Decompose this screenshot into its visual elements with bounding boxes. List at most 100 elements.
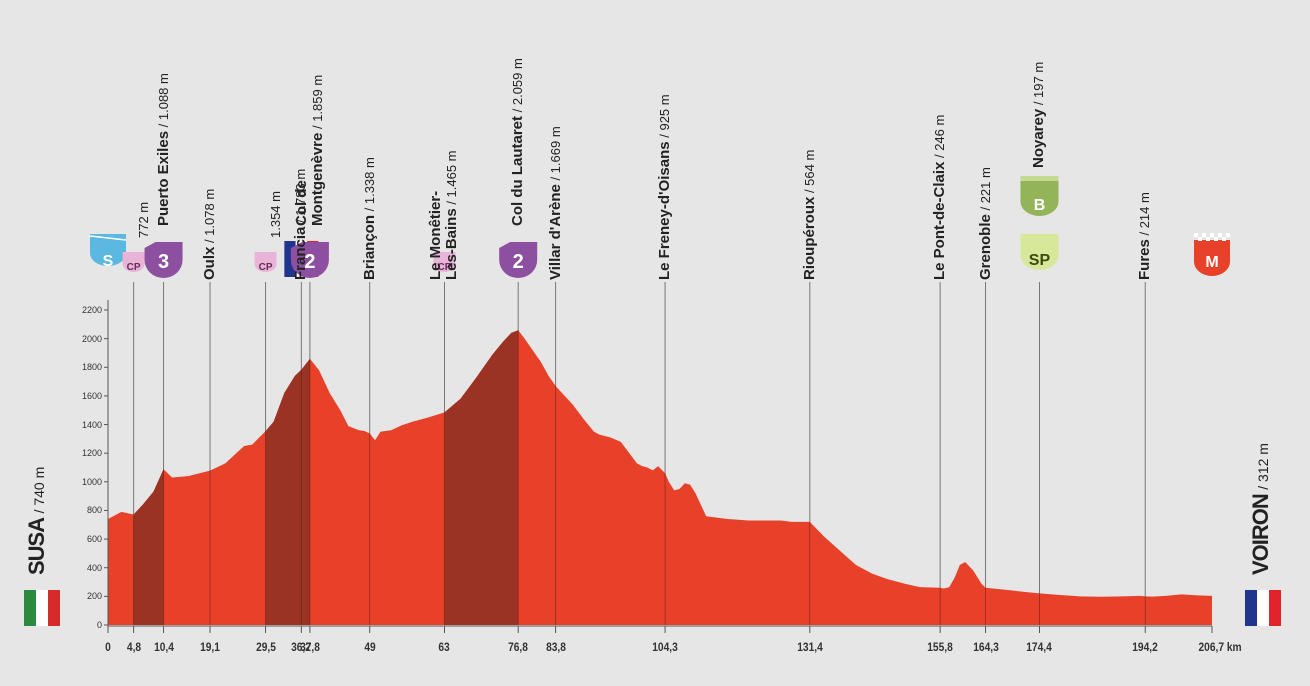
- start-name: SUSA: [24, 517, 49, 575]
- elevation-area: [108, 330, 1212, 625]
- finish-check: [1210, 233, 1214, 237]
- waypoint-elevation: / 1.338 m: [361, 157, 377, 215]
- finish-elevation: / 312 m: [1255, 443, 1271, 490]
- waypoint-elevation: / 1.859 m: [309, 74, 325, 133]
- waypoint-label: Fures / 214 m: [1136, 192, 1154, 280]
- waypoint-name: Grenoble: [976, 214, 994, 280]
- waypoint-name: Puerto Exiles: [154, 130, 172, 226]
- marker-label: CP: [259, 262, 273, 273]
- waypoint-label: Col de Montgenèvre / 1.859 m: [292, 74, 326, 226]
- waypoint-label: Grenoble / 221 m: [976, 167, 994, 280]
- waypoint-label: Le Pont-de-Claix / 246 m: [931, 114, 949, 280]
- waypoint-name: Le Monêtier-: [427, 190, 445, 280]
- waypoint-elevation: / 1.465 m: [444, 150, 460, 209]
- waypoint-name: Col du Lautaret: [509, 115, 527, 226]
- waypoint-name-line2: Montgenèvre: [308, 132, 326, 226]
- finish-check: [1218, 233, 1222, 237]
- marker-label: CP: [438, 262, 452, 273]
- waypoint-elevation: / 246 m: [932, 114, 948, 162]
- climb-marker: [499, 242, 538, 278]
- waypoint-label: Rioupéroux / 564 m: [800, 150, 818, 280]
- country-flags: [24, 590, 1281, 626]
- waypoint-elevation: / 1.078 m: [202, 188, 217, 247]
- y-tick-label: 1400: [81, 419, 102, 430]
- y-tick-label: 1000: [81, 476, 102, 487]
- climb-marker: [144, 242, 183, 278]
- y-tick-label: 1600: [81, 390, 102, 401]
- marker-label: 2: [304, 251, 315, 273]
- profile-area: [108, 330, 1212, 625]
- waypoint-elevation: / 1.669 m: [547, 126, 563, 185]
- flag-stripe: [48, 590, 60, 626]
- marker-label: B: [1034, 197, 1046, 214]
- waypoint-elevation: / 2.059 m: [510, 58, 526, 116]
- flag-stripe: [1245, 590, 1257, 626]
- waypoint-label: Le Monêtier- Les-Bains / 1.465 m: [427, 150, 461, 280]
- marker-label: 2: [513, 251, 524, 273]
- waypoint-name: Briançon: [360, 214, 378, 280]
- climb-segment: [133, 469, 164, 625]
- x-tick-label: 194,2: [1132, 640, 1158, 654]
- y-tick-label: 200: [86, 591, 102, 602]
- elevation-only-label: 772 m: [136, 202, 152, 238]
- markers: S CP 3 CP 2 CP 2 B SP M: [89, 176, 1230, 278]
- waypoint-elevation: / 221 m: [977, 167, 993, 215]
- bonus-marker: [1020, 180, 1059, 217]
- flag-stripe: [284, 241, 296, 277]
- elevation-text: 772 m: [135, 201, 151, 238]
- climb-marker: [290, 242, 329, 278]
- finish-check: [1222, 237, 1226, 241]
- waypoint-label: Col du Lautaret / 2.059 m: [509, 58, 527, 226]
- finish-marker: [1194, 240, 1230, 276]
- waypoint-name: Le Freney-d'Oisans: [656, 141, 674, 280]
- flag-stripe: [1269, 590, 1281, 626]
- y-tick-label: 2000: [81, 333, 102, 344]
- start-elevation: / 740 m: [31, 466, 47, 514]
- finish-check: [1214, 237, 1218, 241]
- waypoint-name: Rioupéroux: [800, 196, 818, 280]
- x-tick-label: 83,8: [545, 640, 566, 654]
- waypoint-name: Noyarey: [1030, 108, 1048, 168]
- y-tick-label: 1800: [81, 362, 102, 373]
- y-tick-label: 2200: [81, 305, 102, 315]
- start-label: SUSA / 740 m: [24, 467, 50, 575]
- waypoint-name: Fures: [1136, 239, 1154, 280]
- y-tick-label: 800: [86, 505, 102, 516]
- y-tick-label: 1200: [81, 448, 102, 459]
- finish-name: VOIRON: [1248, 494, 1273, 575]
- waypoint-elevation: / 925 m: [657, 94, 673, 142]
- finish-check: [1226, 233, 1230, 237]
- waypoint-name-line2: Les-Bains: [443, 208, 461, 280]
- elevation-only-label: 1.354 m: [268, 191, 284, 238]
- waypoint-name: Col de: [292, 180, 310, 226]
- climb-segment: [265, 358, 310, 625]
- waypoint-label: Le Freney-d'Oisans / 925 m: [656, 94, 674, 280]
- marker-label: SP: [1029, 252, 1051, 269]
- waypoint-label: Briançon / 1.338 m: [360, 157, 378, 280]
- france-flag: [1245, 590, 1281, 626]
- elevation-text: 1.354 m: [267, 191, 283, 238]
- finish-check: [1206, 237, 1210, 241]
- x-tick-label: 0: [105, 640, 111, 654]
- waypoint-name: Oulx: [201, 246, 218, 280]
- marker-label: 3: [158, 251, 169, 273]
- waypoint-elevation: / 214 m: [1137, 192, 1153, 240]
- flag-stripe: [36, 590, 48, 626]
- finish-label: VOIRON / 312 m: [1248, 443, 1274, 575]
- marker-label: M: [1205, 254, 1218, 271]
- x-tick-label: 155,8: [927, 640, 953, 654]
- x-tick-label: 37,8: [299, 640, 320, 654]
- x-tick-label: 174,4: [1026, 640, 1053, 654]
- x-tick-label: 36,2: [291, 640, 312, 654]
- x-tick-label: 29,5: [255, 640, 276, 654]
- x-tick-label: 49: [364, 640, 376, 654]
- flag-stripe: [24, 590, 36, 626]
- marker-label: CP: [127, 262, 141, 273]
- waypoint-elevation: / 197 m: [1031, 61, 1047, 109]
- x-tick-label: 164,3: [972, 640, 999, 654]
- waypoint-name: Le Pont-de-Claix: [931, 161, 949, 280]
- x-tick-label: 63: [438, 640, 451, 654]
- x-tick-label: 19,1: [200, 640, 220, 654]
- y-tick-label: 600: [86, 534, 102, 545]
